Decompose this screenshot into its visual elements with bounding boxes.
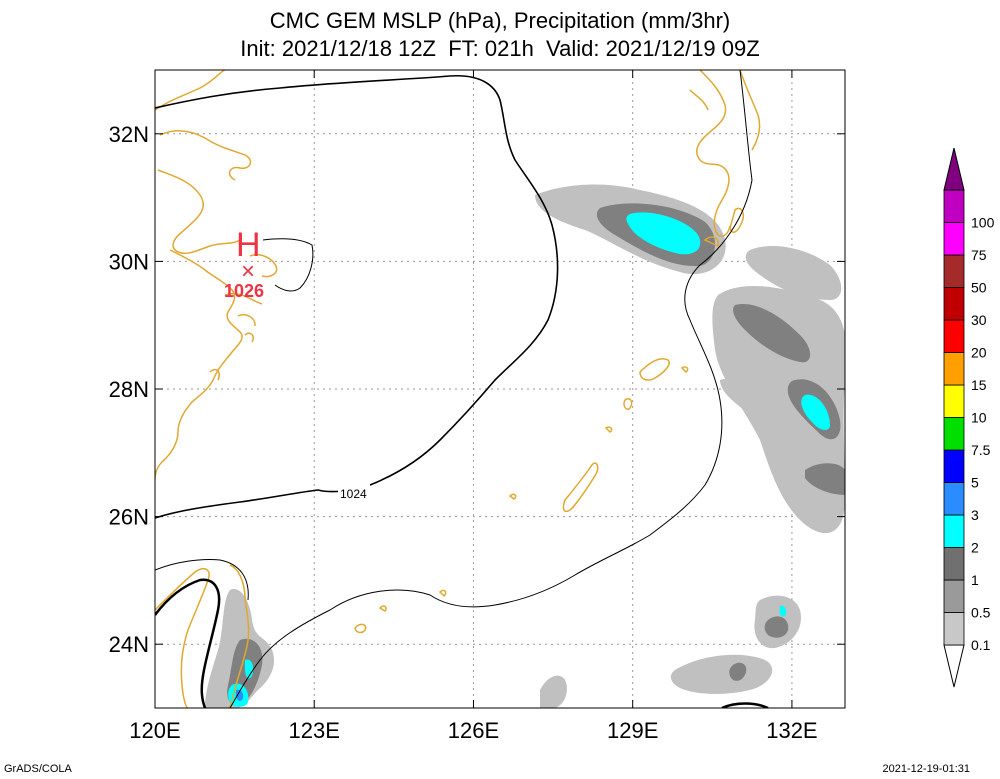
isobar-taiwan-outer [155, 559, 249, 601]
y-tick-label: 26N [109, 505, 149, 530]
colorbar-swatch [943, 514, 965, 548]
isobar-label-bg [338, 484, 370, 500]
precip-area-light [745, 245, 842, 300]
high-pressure-value: 1026 [224, 281, 264, 301]
y-tick-label: 32N [109, 122, 149, 147]
x-tick-label: 126E [448, 718, 499, 743]
colorbar-label: 5 [971, 475, 979, 491]
colorbar-label: 15 [971, 377, 987, 393]
footer-timestamp: 2021-12-19-01:31 [882, 763, 970, 775]
isobar-se [721, 702, 769, 708]
precip-area-light [720, 379, 767, 419]
precip-area-1mm [626, 212, 701, 255]
precip-area-1mm [779, 605, 787, 617]
y-tick-label: 28N [109, 377, 149, 402]
chart-title: CMC GEM MSLP (hPa), Precipitation (mm/3h… [269, 8, 731, 33]
precip-area-light [540, 675, 567, 708]
precip-area-mid [733, 304, 811, 363]
isobar-1024-east [229, 70, 753, 708]
colorbar-swatch [943, 189, 965, 223]
colorbar-label: 50 [971, 280, 987, 296]
isobar-label: 1024 [340, 487, 367, 501]
colorbar-swatch [943, 352, 965, 386]
isobar-taiwan [155, 578, 221, 708]
colorbar-label: 0.5 [971, 605, 991, 621]
colorbar-swatch [943, 449, 965, 483]
precip-area-2mm [235, 689, 244, 701]
colorbar-swatch [943, 254, 965, 288]
precipitation-field [205, 184, 845, 708]
colorbar-swatch [943, 222, 965, 256]
colorbar-label: 0.1 [971, 637, 991, 653]
colorbar-swatch [943, 579, 965, 613]
colorbar-label: 100 [971, 215, 995, 231]
x-tick-label: 132E [766, 718, 817, 743]
x-tick-label: 129E [607, 718, 658, 743]
colorbar-label: 75 [971, 247, 987, 263]
colorbar-arrow-top [943, 147, 965, 191]
map-axes: 120E 123E 126E 129E 132E 24N 26N 28N 30N 32N [109, 70, 845, 743]
precip-area-mid [729, 662, 747, 681]
x-tick-label: 120E [129, 718, 180, 743]
colorbar-label: 7.5 [971, 442, 991, 458]
colorbar-label: 20 [971, 345, 987, 361]
colorbar-label: 30 [971, 312, 987, 328]
y-tick-label: 30N [109, 249, 149, 274]
isobar-1024 [155, 75, 559, 519]
colorbar-label: 1 [971, 572, 979, 588]
colorbar-swatch [943, 384, 965, 418]
precip-area-1mm [244, 659, 254, 679]
colorbar-label: 2 [971, 540, 979, 556]
precip-area-1mm [801, 394, 830, 430]
colorbar-swatch [943, 319, 965, 353]
coastline [155, 70, 761, 708]
high-pressure-marker: × [241, 258, 255, 285]
precip-area-mid [764, 616, 789, 638]
colorbar-label: 10 [971, 410, 987, 426]
precip-colorbar: 0.1 0.5 1 2 3 5 7.5 10 15 20 30 50 75 100 [943, 147, 995, 688]
isobar-inner-high [262, 238, 314, 292]
chart-subtitle: Init: 2021/12/18 12Z FT: 021h Valid: 202… [240, 36, 760, 61]
colorbar-swatch [943, 612, 965, 646]
footer-software: GrADS/COLA [4, 763, 72, 775]
colorbar-swatch [943, 482, 965, 516]
high-pressure-symbol: H [236, 226, 261, 264]
colorbar-arrow-bottom [943, 644, 965, 688]
colorbar-swatch [943, 287, 965, 321]
y-tick-label: 24N [109, 632, 149, 657]
isobars [155, 70, 769, 708]
colorbar-swatch [943, 417, 965, 451]
colorbar-swatch [943, 547, 965, 581]
x-tick-label: 123E [289, 718, 340, 743]
precip-area-mid [805, 463, 845, 495]
colorbar-label: 3 [971, 507, 979, 523]
precip-area-light [670, 654, 773, 694]
